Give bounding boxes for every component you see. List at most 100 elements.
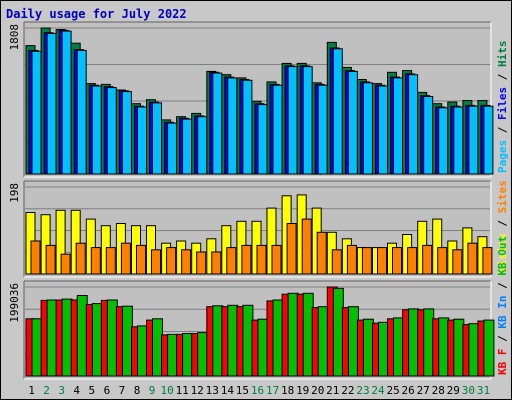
bar-pages-day-7 [121,91,132,175]
bar-pages-day-17 [272,84,283,175]
bar-sites-day-16 [256,244,267,275]
x-tick-label: 14 [221,384,235,397]
bar-kb-in-day-31 [483,319,495,377]
x-tick-label: 26 [401,384,414,397]
bar-sites-day-27 [422,244,433,275]
x-tick-label: 6 [104,384,111,397]
bar-sites-day-29 [452,249,463,275]
x-tick-label: 9 [149,384,156,397]
x-tick-label: 8 [134,384,141,397]
bar-sites-day-1 [30,240,41,275]
bar-pages-day-9 [152,102,162,175]
bar-pages-day-10 [167,122,178,175]
x-tick-label: 10 [160,384,173,397]
bar-kb-in-day-29 [453,318,465,377]
bar-kb-in-day-23 [362,318,374,377]
legend-entry-kb-f: KB F [496,349,509,376]
bar-sites-day-11 [181,249,192,275]
bar-pages-day-22 [347,70,358,175]
bar-kb-in-day-4 [76,295,88,377]
bar-kb-in-day-20 [317,306,329,377]
bar-sites-day-19 [301,218,312,275]
chart-title: Daily usage for July 2022 [6,7,187,21]
bar-sites-day-4 [75,242,86,275]
x-tick-label: 3 [58,384,65,397]
legend-top: Pages / Files / Hits [496,41,509,174]
bar-kb-in-day-9 [152,318,163,377]
y-max-label-bottom: 199036 [8,283,21,323]
bar-pages-day-20 [317,84,328,175]
bar-pages-day-21 [332,48,343,175]
x-tick-label: 18 [281,384,294,397]
x-tick-label: 15 [236,384,249,397]
bar-sites-day-22 [346,244,357,275]
bar-kb-in-day-28 [438,317,450,377]
bar-pages-day-14 [227,77,238,175]
x-tick-label: 22 [341,384,354,397]
bar-pages-day-1 [31,50,42,175]
bar-pages-day-13 [212,72,223,175]
x-tick-label: 2 [43,384,50,397]
panel-bottom: 199036 KB F / KB In / KB Out [8,236,509,380]
bar-sites-day-18 [286,223,297,275]
bar-kb-in-day-14 [227,304,239,377]
bar-sites-day-21 [331,249,342,275]
bar-kb-in-day-17 [272,299,284,377]
bar-sites-day-10 [166,247,177,275]
bar-kb-in-day-12 [197,332,209,377]
x-tick-label: 19 [296,384,309,397]
bar-sites-day-25 [392,247,402,275]
bar-sites-day-9 [151,249,161,275]
bar-sites-day-24 [377,247,387,275]
bar-sites-day-26 [407,247,418,275]
x-tick-label: 23 [356,384,369,397]
x-tick-label: 25 [386,384,399,397]
x-tick-label: 29 [447,384,460,397]
x-tick-label: 31 [477,384,490,397]
legend-entry-files: Files [496,87,509,120]
bar-pages-day-26 [408,74,419,175]
bar-sites-day-31 [482,247,493,275]
bar-pages-day-2 [46,33,57,175]
bar-sites-day-30 [467,242,478,275]
bar-kb-in-day-1 [31,318,43,377]
x-tick-label: 17 [266,384,279,397]
x-tick-label: 30 [462,384,475,397]
bar-pages-day-15 [242,79,253,175]
legend-entry-pages: Pages [496,140,509,173]
bar-pages-day-23 [362,82,373,175]
bar-kb-in-day-26 [408,308,420,377]
x-tick-label: 12 [191,384,204,397]
bar-pages-day-16 [257,104,268,175]
x-tick-label: 1 [28,384,35,397]
bar-kb-in-day-7 [121,305,133,377]
bar-sites-day-2 [45,244,56,275]
bar-sites-day-6 [105,247,116,275]
bar-sites-day-15 [241,244,252,275]
bar-pages-day-27 [423,96,434,175]
x-tick-label: 21 [326,384,339,397]
y-max-label-mid: 198 [8,183,21,203]
x-tick-label: 28 [432,384,445,397]
legend-entry-kb-out: KB Out [496,236,509,276]
panel-mid: 198 Visits / Sites [8,180,509,278]
bar-sites-day-20 [316,231,327,275]
x-tick-label: 24 [371,384,385,397]
y-max-label-top: 1808 [8,24,21,51]
bar-pages-day-12 [197,116,208,175]
bar-sites-day-7 [120,242,131,275]
bar-sites-day-28 [437,247,448,275]
bar-pages-day-30 [468,105,479,175]
bar-pages-day-8 [137,106,147,175]
bar-pages-day-4 [76,49,87,175]
x-tick-label: 16 [251,384,264,397]
legend-mid: Visits / Sites [496,180,509,273]
bar-sites-day-17 [271,244,282,275]
x-tick-label: 13 [206,384,219,397]
bar-sites-day-12 [196,251,207,275]
legend-bottom: KB F / KB In / KB Out [496,236,509,375]
bar-pages-day-6 [106,87,117,175]
legend-entry-hits: Hits [496,41,509,68]
bar-kb-in-day-15 [242,304,254,377]
